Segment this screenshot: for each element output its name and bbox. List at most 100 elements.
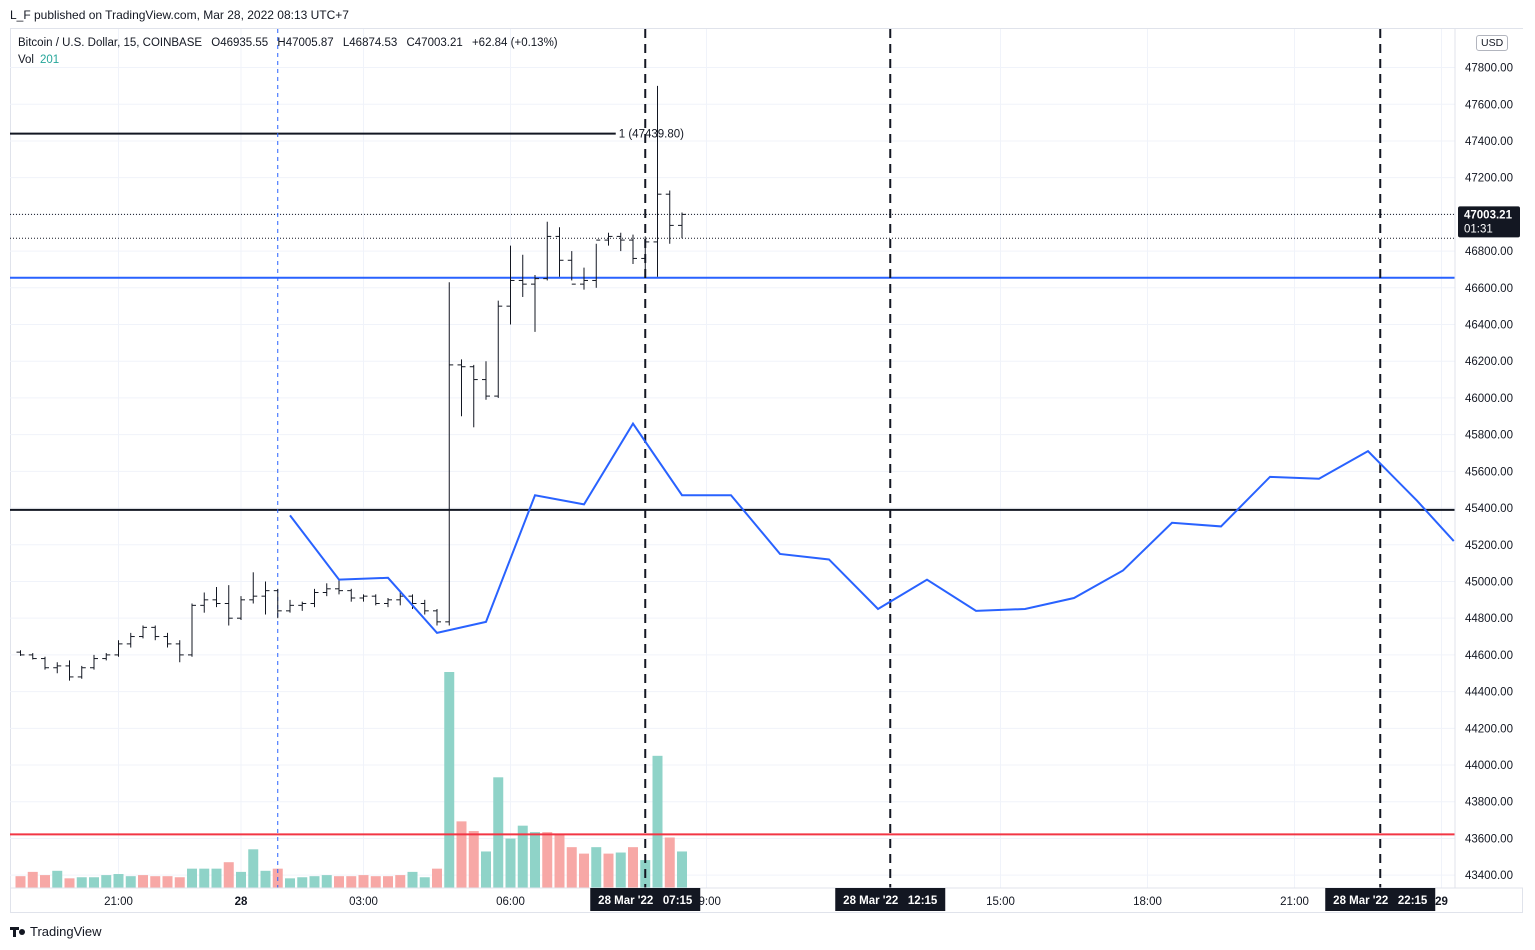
volume-bar <box>591 847 602 888</box>
volume-bar <box>138 875 148 888</box>
time-tick-label: 29 <box>1435 896 1448 908</box>
volume-bar <box>370 876 381 888</box>
volume-bar <box>468 831 479 888</box>
currency-button[interactable]: USD <box>1476 35 1509 51</box>
horizontal-level-label: 1 (47439.80) <box>619 129 684 141</box>
change-value: +62.84 (+0.13%) <box>471 37 558 49</box>
price-tick-label: 44200.00 <box>1465 723 1513 735</box>
volume-bar <box>628 847 638 888</box>
volume-bar <box>76 877 87 888</box>
volume-bar <box>101 875 112 888</box>
indicator-line[interactable] <box>289 421 1455 634</box>
price-tick-label: 44800.00 <box>1465 613 1513 625</box>
price-tick-label: 43400.00 <box>1465 870 1513 882</box>
time-marker-label: 28 Mar '22 22:15 <box>1333 895 1428 907</box>
price-tick-label: 47200.00 <box>1465 173 1513 185</box>
volume-bar <box>664 837 675 888</box>
time-marker-label: 28 Mar '22 12:15 <box>843 895 938 907</box>
current-price-label: 47003.21 <box>1464 209 1513 221</box>
price-tick-label: 46400.00 <box>1465 320 1513 332</box>
price-tick-label: 46200.00 <box>1465 356 1513 368</box>
volume-bar <box>677 851 687 888</box>
current-price-badge <box>1458 206 1520 238</box>
volume-bar <box>456 821 467 888</box>
volume-bar <box>248 849 259 888</box>
price-axis-bg <box>1455 29 1523 888</box>
volume-bar <box>346 876 357 888</box>
time-tick-label: 18:00 <box>1133 896 1162 908</box>
price-tick-label: 44000.00 <box>1465 760 1513 772</box>
price-tick-label: 47800.00 <box>1465 63 1513 75</box>
price-tick-label: 47600.00 <box>1465 99 1513 111</box>
volume-bar <box>603 853 614 888</box>
volume-bar <box>615 852 626 888</box>
symbol-title[interactable]: Bitcoin / U.S. Dollar, 15, COINBASE <box>18 37 203 49</box>
volume-bar <box>542 832 553 888</box>
volume-bar <box>358 875 369 888</box>
volume-bar <box>554 834 565 888</box>
volume-bar <box>40 875 50 888</box>
volume-bar <box>223 862 234 888</box>
time-marker-badge[interactable] <box>1325 888 1436 911</box>
volume-bar <box>285 878 295 888</box>
price-tick-label: 45400.00 <box>1465 503 1513 515</box>
volume-bar <box>407 871 418 888</box>
volume-label[interactable]: Vol <box>18 54 34 66</box>
volume-bar <box>52 870 63 888</box>
volume-bar <box>162 876 173 888</box>
brand-label: TradingView <box>30 924 102 939</box>
tradingview-logo-icon <box>10 927 26 937</box>
time-marker-label: 28 Mar '22 07:15 <box>598 895 693 907</box>
volume-bar <box>566 847 577 888</box>
footer-brand: TradingView <box>10 924 102 939</box>
price-tick-label: 45600.00 <box>1465 466 1513 478</box>
price-tick-label: 43600.00 <box>1465 833 1513 845</box>
price-tick-label: 46800.00 <box>1465 246 1513 258</box>
chart-legend: Bitcoin / U.S. Dollar, 15, COINBASE O469… <box>18 35 558 69</box>
high-value: H47005.87 <box>277 37 334 49</box>
volume-bar <box>444 672 455 888</box>
price-tick-label: 47400.00 <box>1465 136 1513 148</box>
low-value: L46874.53 <box>342 37 398 49</box>
close-value: C47003.21 <box>406 37 463 49</box>
volume-bar <box>236 871 246 888</box>
volume-bar <box>125 876 136 888</box>
time-tick-label: 03:00 <box>349 896 378 908</box>
volume-bar <box>517 825 528 888</box>
volume-bar <box>113 874 124 888</box>
time-tick-label: 21:00 <box>104 896 133 908</box>
time-marker-badge[interactable] <box>835 888 946 911</box>
volume-bar <box>187 868 197 888</box>
volume-bar <box>493 777 504 888</box>
volume-bar <box>321 875 332 888</box>
price-tick-label: 43800.00 <box>1465 797 1513 809</box>
time-marker-badge[interactable] <box>590 888 701 911</box>
price-tick-label: 44600.00 <box>1465 650 1513 662</box>
volume-bar <box>505 838 516 888</box>
volume-bar <box>27 871 38 888</box>
countdown-label: 01:31 <box>1464 223 1493 235</box>
volume-bar <box>15 876 26 888</box>
price-tick-label: 44400.00 <box>1465 687 1513 699</box>
volume-bar <box>530 832 540 888</box>
volume-bar <box>297 877 308 888</box>
publisher-line: L_F published on TradingView.com, Mar 28… <box>10 8 349 22</box>
price-tick-label: 45200.00 <box>1465 540 1513 552</box>
volume-bar <box>383 876 393 888</box>
volume-bar <box>174 877 185 888</box>
symbol-row: Bitcoin / U.S. Dollar, 15, COINBASE O469… <box>18 35 558 52</box>
time-tick-label: 21:00 <box>1280 896 1309 908</box>
volume-bar <box>334 876 344 888</box>
volume-bar <box>432 868 442 888</box>
volume-bar <box>395 875 406 888</box>
time-tick-label: 15:00 <box>986 896 1015 908</box>
volume-bar <box>481 851 491 888</box>
volume-bar <box>150 876 161 888</box>
time-tick-label: 28 <box>235 896 248 908</box>
volume-bar <box>419 877 430 888</box>
volume-value: 201 <box>40 54 60 66</box>
volume-bar <box>579 853 589 888</box>
price-tick-label: 46600.00 <box>1465 283 1513 295</box>
volume-bar <box>64 878 75 888</box>
